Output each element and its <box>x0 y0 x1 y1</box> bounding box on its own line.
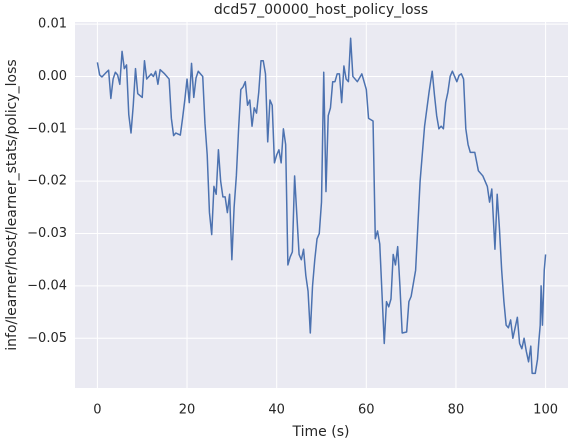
line <box>96 37 547 375</box>
x-axis-label: Time (s) <box>292 424 350 440</box>
x-tick-label: 0 <box>93 403 101 418</box>
y-axis-label: info/learner/host/learner_stats/policy_l… <box>4 59 20 350</box>
y-tick-label: 0.00 <box>38 69 67 84</box>
y-tick-label: −0.01 <box>27 121 67 136</box>
x-tick-label: 40 <box>268 403 285 418</box>
y-tick-label: −0.05 <box>27 331 67 346</box>
x-tick-label: 20 <box>179 403 196 418</box>
y-tick-label: −0.04 <box>27 278 67 293</box>
x-tick-label: 60 <box>358 403 375 418</box>
y-tick-label: −0.03 <box>27 226 67 241</box>
y-tick-label: −0.02 <box>27 174 67 189</box>
y-tick-label: 0.01 <box>38 17 67 32</box>
chart-title: dcd57_00000_host_policy_loss <box>214 2 428 18</box>
x-tick-label: 100 <box>533 403 558 418</box>
x-tick-label: 80 <box>448 403 465 418</box>
